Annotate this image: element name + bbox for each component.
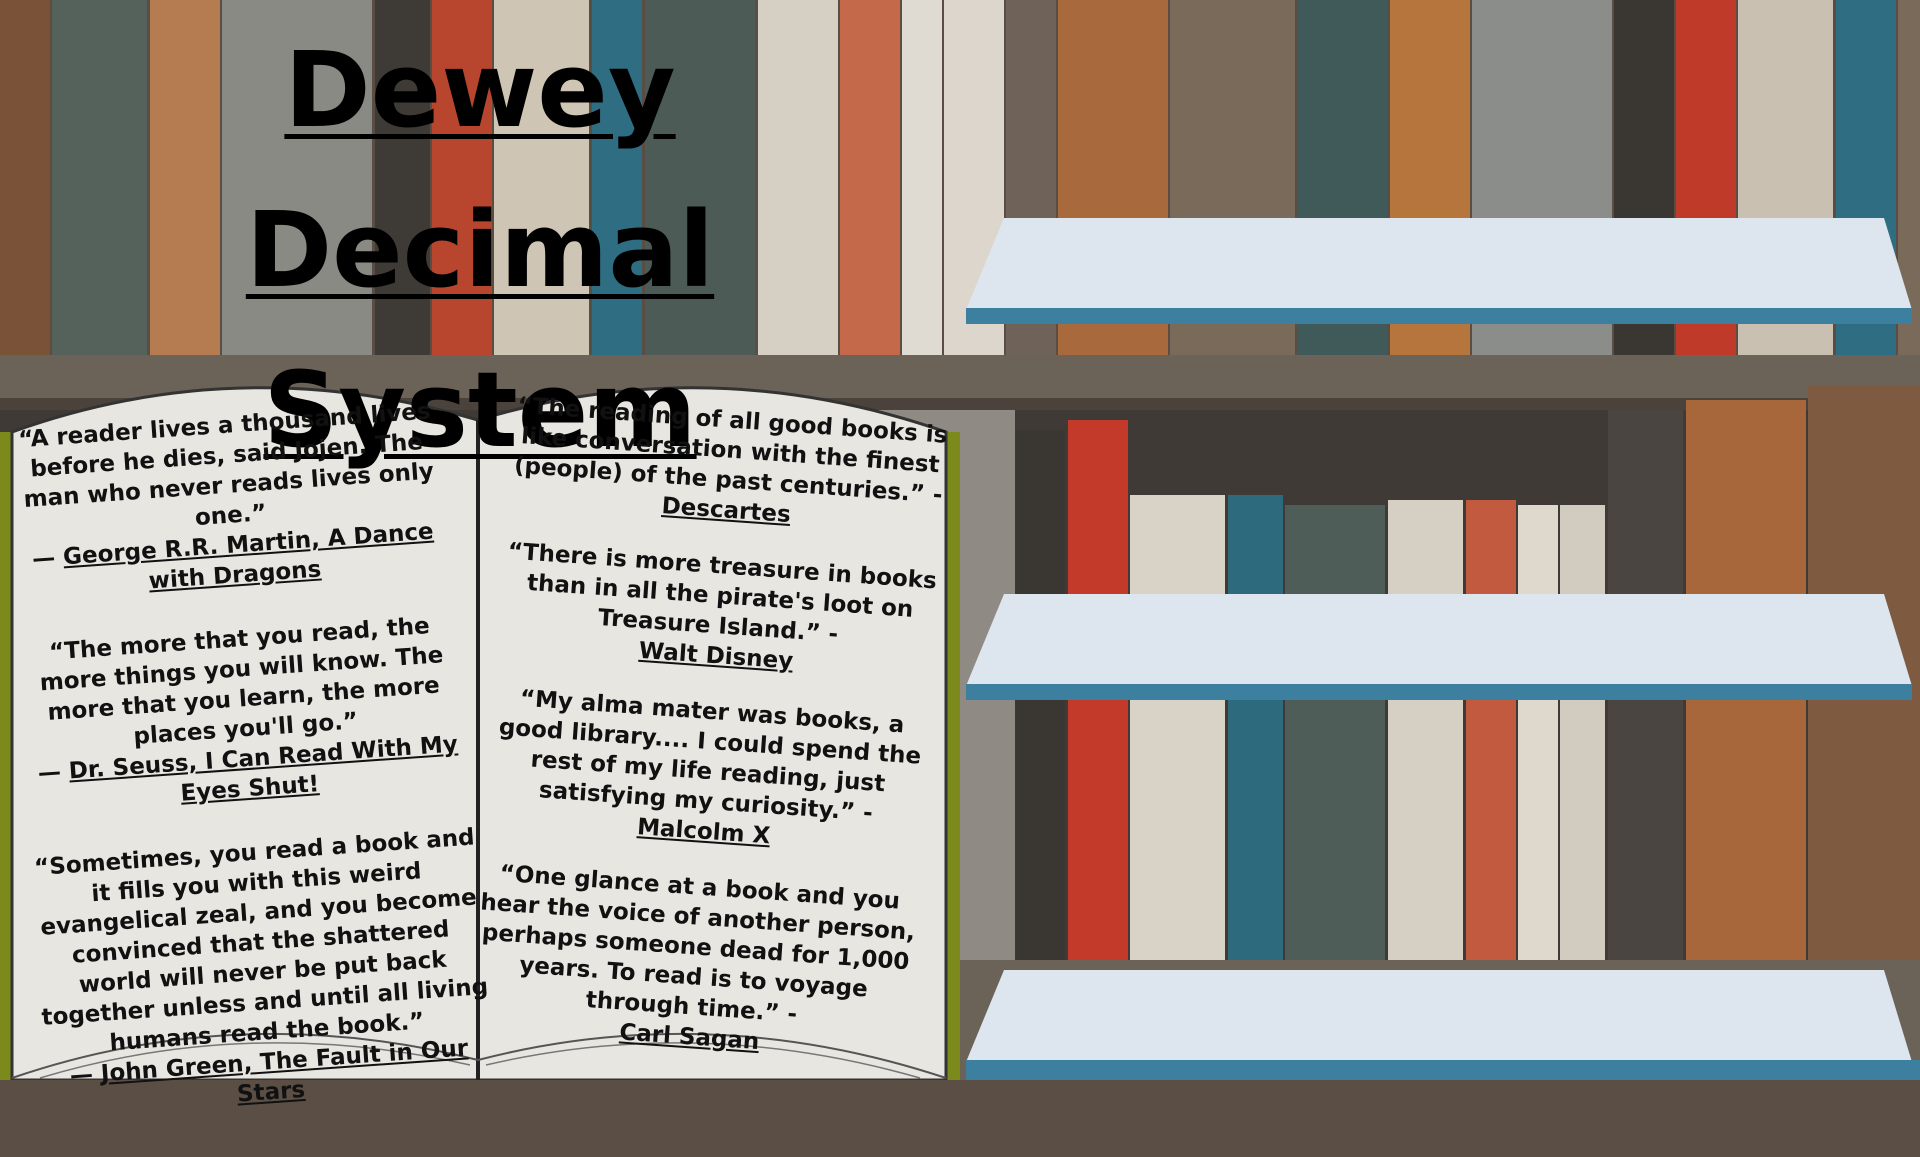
title-line-1: Dewey Decimal (245, 29, 715, 311)
quote-block: “My alma mater was books, a good library… (477, 681, 938, 862)
shelf-2 (966, 594, 1912, 700)
quote-block: “Sometimes, you read a book and it fills… (29, 822, 497, 1123)
quote-block: “A reader lives a thousand lives before … (0, 395, 460, 606)
left-page-quotes: “A reader lives a thousand lives before … (0, 395, 499, 1157)
shelf-1 (966, 218, 1912, 324)
right-page-quotes: “The reading of all good books is like c… (461, 390, 959, 1094)
shelf-3 (966, 970, 1920, 1080)
quote-author: Descartes (660, 493, 792, 529)
quote-author: Carl Sagan (618, 1019, 761, 1056)
quote-dash: — (31, 544, 65, 573)
quote-dash: — (37, 758, 70, 787)
quote-block: “The more that you read, the more things… (14, 609, 475, 820)
quote-text: “One glance at a book and you hear the v… (479, 860, 916, 1028)
quote-text: “Sometimes, you read a book and it fills… (33, 824, 489, 1057)
title-line-2: System (263, 349, 697, 471)
quote-block: “There is more treasure in books than in… (490, 536, 949, 687)
open-book (0, 386, 960, 1080)
quote-author: Malcolm X (636, 814, 772, 850)
quote-text: “There is more treasure in books than in… (506, 538, 938, 648)
page-title: Dewey Decimal System (60, 10, 900, 490)
quote-dash: — (69, 1061, 102, 1090)
bookshelf-background (0, 0, 1920, 1080)
quote-block: “One glance at a book and you hear the v… (463, 857, 926, 1068)
quote-text: “My alma mater was books, a good library… (498, 685, 922, 827)
